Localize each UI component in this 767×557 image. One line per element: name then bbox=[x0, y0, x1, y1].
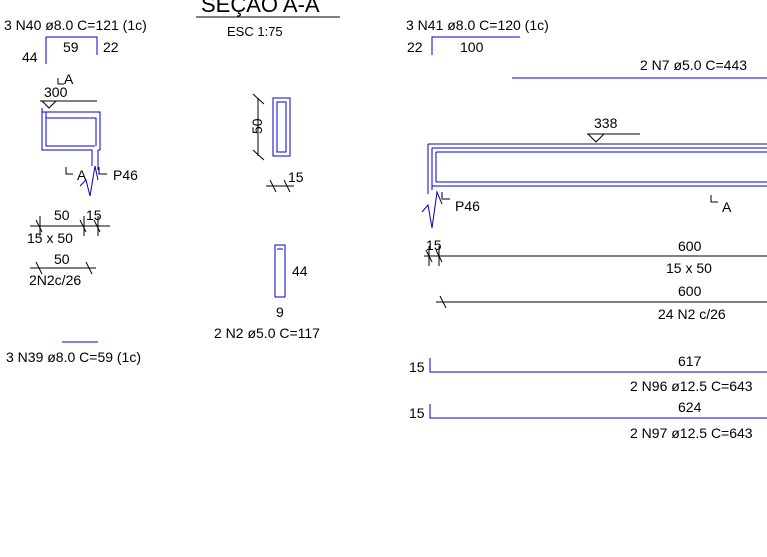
left-dim-59: 59 bbox=[63, 39, 79, 55]
right-dim-15: 15 bbox=[426, 237, 442, 253]
right-hook-15b: 15 bbox=[409, 405, 425, 421]
middle-detail: 50 15 44 9 2 N2 ø5.0 C=117 bbox=[214, 93, 320, 341]
right-stirrup-label: 24 N2 c/26 bbox=[658, 306, 726, 322]
right-bar-n96-label: 2 N96 ø12.5 C=643 bbox=[630, 378, 753, 394]
right-dim-338: 338 bbox=[594, 115, 618, 131]
right-pillar-label: P46 bbox=[455, 198, 480, 214]
right-length-617: 617 bbox=[678, 353, 702, 369]
middle-width-15: 15 bbox=[288, 169, 304, 185]
right-length-600a: 600 bbox=[678, 238, 702, 254]
middle-stirrup-outer bbox=[272, 97, 291, 157]
right-bar-n96-shape bbox=[429, 358, 767, 373]
left-cut-mark bbox=[65, 167, 73, 175]
left-cut-mark-label: A bbox=[77, 167, 87, 183]
right-top-bar-shape bbox=[431, 36, 520, 55]
left-dim-44: 44 bbox=[22, 49, 38, 65]
right-level-triangle bbox=[586, 133, 606, 143]
left-break-line bbox=[79, 165, 99, 197]
left-spacing-50: 50 bbox=[54, 207, 70, 223]
left-bottom-bar-label: 3 N39 ø8.0 C=59 (1c) bbox=[6, 349, 141, 365]
left-spacing-15: 15 bbox=[86, 207, 102, 223]
left-stirrup-label: 2N2c/26 bbox=[29, 272, 81, 288]
right-length-624: 624 bbox=[678, 399, 702, 415]
right-dim-22: 22 bbox=[407, 39, 423, 55]
section-title: SEÇAO A-A bbox=[201, 0, 320, 17]
section-scale: ESC 1:75 bbox=[227, 24, 283, 39]
left-dim-22: 22 bbox=[103, 39, 119, 55]
section-title-block: SEÇAO A-A ESC 1:75 bbox=[196, 0, 340, 39]
middle-dim-44: 44 bbox=[292, 263, 308, 279]
left-section-mark-label: A bbox=[64, 71, 74, 87]
middle-stirrup-inner bbox=[276, 101, 287, 153]
left-section-mark bbox=[57, 78, 64, 85]
right-section-size: 15 x 50 bbox=[666, 260, 712, 276]
left-pillar-label: P46 bbox=[113, 167, 138, 183]
right-dim-100: 100 bbox=[460, 39, 484, 55]
left-section-size: 15 x 50 bbox=[27, 230, 73, 246]
right-bar-n7-label: 2 N7 ø5.0 C=443 bbox=[640, 57, 747, 73]
middle-stirrup-label: 2 N2 ø5.0 C=117 bbox=[214, 325, 320, 341]
right-detail: 3 N41 ø8.0 C=120 (1c) 22 100 2 N7 ø5.0 C… bbox=[406, 17, 767, 441]
left-pillar-mark bbox=[98, 167, 107, 175]
right-cut-mark-label: A bbox=[722, 199, 732, 215]
right-length-600b: 600 bbox=[678, 283, 702, 299]
left-detail: 3 N40 ø8.0 C=121 (1c) 44 59 22 A 300 A P… bbox=[4, 17, 147, 365]
middle-stirrup-shape bbox=[274, 244, 286, 298]
left-level-triangle bbox=[40, 100, 58, 109]
right-bar-n97-shape bbox=[429, 404, 767, 419]
left-top-bar-shape bbox=[45, 36, 98, 64]
middle-height-50: 50 bbox=[249, 118, 265, 134]
right-pillar-mark bbox=[441, 192, 450, 200]
middle-dim-9: 9 bbox=[276, 304, 284, 320]
left-top-bar-label: 3 N40 ø8.0 C=121 (1c) bbox=[4, 17, 147, 33]
right-break-line bbox=[421, 190, 443, 229]
right-top-bar-label: 3 N41 ø8.0 C=120 (1c) bbox=[406, 17, 549, 33]
left-dim-300: 300 bbox=[44, 84, 68, 100]
left-stirrup-spacing: 50 bbox=[54, 251, 70, 267]
right-bar-n97-label: 2 N97 ø12.5 C=643 bbox=[630, 425, 753, 441]
left-beam-section bbox=[41, 108, 101, 170]
right-hook-15a: 15 bbox=[409, 359, 425, 375]
right-beam-elevation bbox=[427, 143, 767, 194]
right-cut-mark bbox=[710, 195, 718, 203]
